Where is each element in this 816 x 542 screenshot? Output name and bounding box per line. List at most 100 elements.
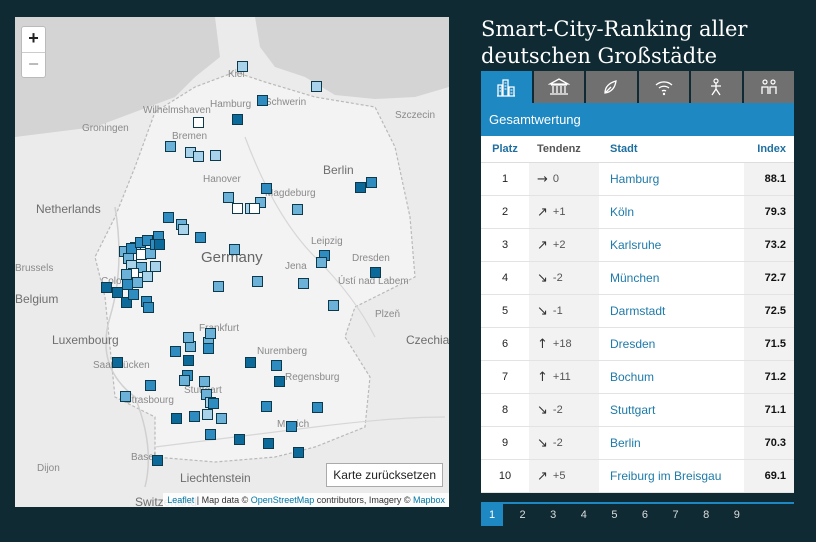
tab-gesellschaft[interactable]: [743, 71, 794, 103]
city-marker[interactable]: [366, 177, 377, 188]
city-marker[interactable]: [199, 376, 210, 387]
city-link[interactable]: Berlin: [610, 436, 641, 450]
city-map[interactable]: Kiel Hamburg Schwerin Wilhelmshaven Brem…: [15, 17, 449, 507]
tab-energie[interactable]: [586, 71, 637, 103]
city-marker[interactable]: [237, 61, 248, 72]
page-button-6[interactable]: 6: [641, 509, 649, 521]
table-row[interactable]: 9 ↘ -2 Berlin 70.3: [481, 427, 794, 460]
reset-map-button[interactable]: Karte zurücksetzen: [326, 463, 443, 487]
city-marker[interactable]: [101, 282, 112, 293]
table-row[interactable]: 10 ↗ +5 Freiburg im Breisgau 69.1: [481, 460, 794, 493]
header-city[interactable]: Stadt: [610, 143, 638, 155]
page-button-2[interactable]: 2: [519, 509, 526, 521]
city-marker[interactable]: [163, 212, 174, 223]
city-marker[interactable]: [249, 203, 260, 214]
city-marker[interactable]: [292, 204, 303, 215]
page-button-1[interactable]: 1: [481, 504, 503, 526]
city-link[interactable]: Köln: [610, 205, 635, 219]
city-link[interactable]: Darmstadt: [610, 304, 666, 318]
city-marker[interactable]: [193, 151, 204, 162]
city-link[interactable]: Karlsruhe: [610, 238, 662, 252]
leaflet-link[interactable]: Leaflet: [167, 495, 195, 505]
city-marker[interactable]: [255, 197, 266, 208]
city-marker[interactable]: [193, 117, 204, 128]
city-marker[interactable]: [213, 281, 224, 292]
city-marker[interactable]: [120, 391, 131, 402]
city-marker[interactable]: [179, 375, 190, 386]
city-marker[interactable]: [274, 376, 285, 387]
city-marker[interactable]: [271, 360, 282, 371]
table-row[interactable]: 7 ↑ +11 Bochum 71.2: [481, 361, 794, 394]
city-marker[interactable]: [216, 413, 227, 424]
table-row[interactable]: 5 ↘ -1 Darmstadt 72.5: [481, 295, 794, 328]
page-button-7[interactable]: 7: [672, 509, 679, 521]
page-button-8[interactable]: 8: [703, 509, 710, 521]
table-row[interactable]: 2 ↗ +1 Köln 79.3: [481, 196, 794, 229]
city-link[interactable]: Freiburg im Breisgau: [610, 469, 722, 483]
city-marker[interactable]: [183, 332, 194, 343]
city-marker[interactable]: [208, 398, 219, 409]
city-marker[interactable]: [370, 267, 381, 278]
city-marker[interactable]: [145, 380, 156, 391]
city-marker[interactable]: [311, 81, 322, 92]
city-marker[interactable]: [154, 239, 165, 250]
city-marker[interactable]: [178, 224, 189, 235]
city-marker[interactable]: [203, 343, 214, 354]
tab-verwaltung[interactable]: [533, 71, 584, 103]
tab-it[interactable]: [638, 71, 689, 103]
table-row[interactable]: 1 → 0 Hamburg 88.1: [481, 163, 794, 196]
city-marker[interactable]: [223, 192, 234, 203]
table-row[interactable]: 6 ↑ +18 Dresden 71.5: [481, 328, 794, 361]
mapbox-link[interactable]: Mapbox: [412, 495, 445, 505]
city-link[interactable]: Bochum: [610, 370, 655, 384]
city-marker[interactable]: [328, 300, 339, 311]
page-button-3[interactable]: 3: [550, 509, 557, 521]
city-marker[interactable]: [143, 302, 154, 313]
city-link[interactable]: Stuttgart: [610, 403, 656, 417]
city-marker[interactable]: [229, 244, 240, 255]
city-marker[interactable]: [132, 277, 143, 288]
table-row[interactable]: 4 ↘ -2 München 72.7: [481, 262, 794, 295]
city-marker[interactable]: [112, 287, 123, 298]
city-marker[interactable]: [286, 421, 297, 432]
tab-gesamt[interactable]: [481, 71, 532, 103]
tab-mobilitaet[interactable]: [691, 71, 742, 103]
city-marker[interactable]: [210, 150, 221, 161]
city-marker[interactable]: [261, 401, 272, 412]
page-button-5[interactable]: 5: [611, 509, 618, 521]
city-marker[interactable]: [165, 141, 176, 152]
city-marker[interactable]: [312, 402, 323, 413]
city-marker[interactable]: [355, 182, 366, 193]
table-row[interactable]: 8 ↘ -2 Stuttgart 71.1: [481, 394, 794, 427]
city-marker[interactable]: [189, 411, 200, 422]
city-marker[interactable]: [126, 243, 137, 254]
city-marker[interactable]: [293, 447, 304, 458]
city-marker[interactable]: [136, 262, 147, 273]
city-marker[interactable]: [170, 346, 181, 357]
city-marker[interactable]: [150, 261, 161, 272]
city-marker[interactable]: [232, 203, 243, 214]
city-marker[interactable]: [112, 357, 123, 368]
city-marker[interactable]: [234, 434, 245, 445]
city-marker[interactable]: [195, 232, 206, 243]
page-button-9[interactable]: 9: [733, 509, 740, 521]
city-marker[interactable]: [257, 95, 268, 106]
zoom-out-button[interactable]: −: [22, 52, 45, 77]
city-marker[interactable]: [121, 269, 132, 280]
city-marker[interactable]: [121, 297, 132, 308]
page-button-4[interactable]: 4: [580, 509, 587, 521]
header-rank[interactable]: Platz: [492, 143, 518, 155]
city-marker[interactable]: [263, 438, 274, 449]
city-marker[interactable]: [202, 409, 213, 420]
city-marker[interactable]: [152, 455, 163, 466]
city-marker[interactable]: [171, 413, 182, 424]
city-marker[interactable]: [128, 289, 139, 300]
header-index[interactable]: Index: [757, 143, 786, 155]
city-marker[interactable]: [183, 355, 194, 366]
city-marker[interactable]: [232, 114, 243, 125]
city-link[interactable]: Hamburg: [610, 172, 660, 186]
city-marker[interactable]: [261, 183, 272, 194]
city-marker[interactable]: [252, 276, 263, 287]
table-row[interactable]: 3 ↗ +2 Karlsruhe 73.2: [481, 229, 794, 262]
header-trend[interactable]: Tendenz: [537, 143, 581, 155]
